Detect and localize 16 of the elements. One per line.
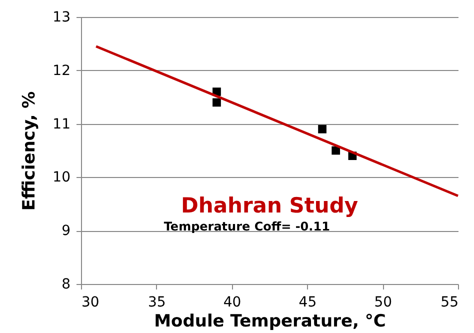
y-tick-label: 11 — [52, 116, 70, 132]
x-tick-label: 45 — [298, 294, 317, 310]
y-tick-label: 8 — [62, 276, 70, 292]
x-tick-label: 30 — [82, 294, 100, 310]
annotation: Temperature Coff= -0.11 — [164, 220, 330, 234]
y-tick-label: 12 — [52, 62, 70, 79]
y-tick-label: 13 — [52, 10, 70, 26]
x-tick-label: 35 — [148, 294, 166, 310]
y-axis-title: Efficiency, % — [20, 91, 40, 211]
x-tick-label: 55 — [440, 294, 458, 310]
x-axis-title: Module Temperature, °C — [154, 312, 386, 332]
y-tick-label: 9 — [62, 223, 70, 240]
x-tick-label: 40 — [223, 294, 242, 310]
y-tick-label: 10 — [52, 170, 70, 186]
x-tick-label: 50 — [374, 294, 392, 310]
annotation: Dhahran Study — [180, 194, 358, 218]
